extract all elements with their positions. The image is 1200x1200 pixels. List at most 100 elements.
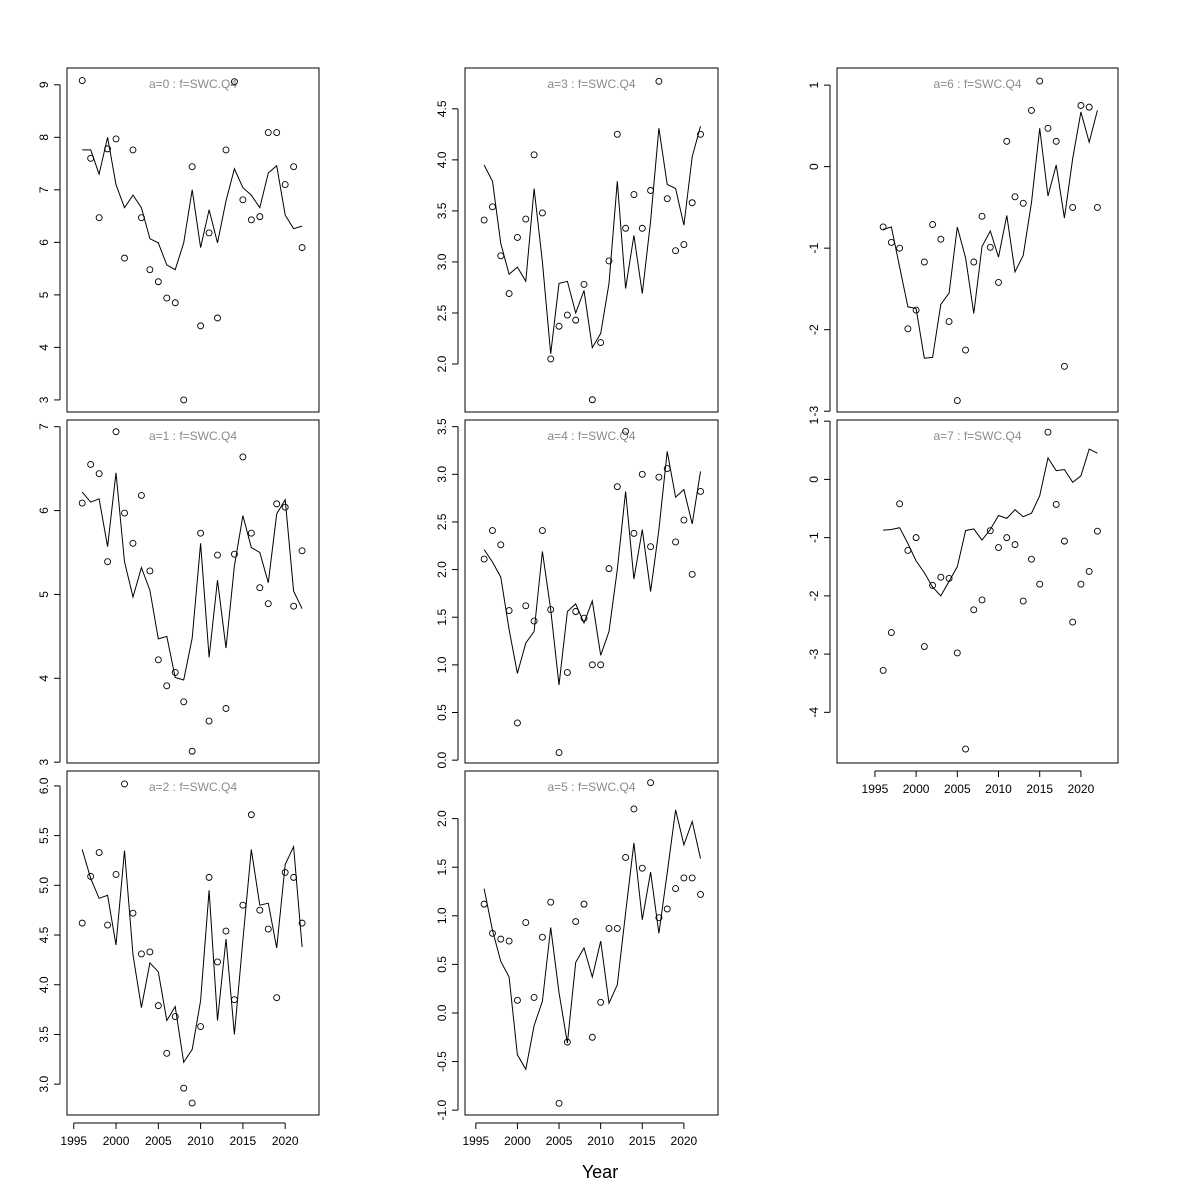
observed-point xyxy=(1085,567,1093,575)
observed-point xyxy=(970,606,978,614)
observed-point xyxy=(1060,362,1068,370)
observed-point xyxy=(146,266,154,274)
observed-point xyxy=(497,935,505,943)
observed-point xyxy=(137,950,145,958)
observed-point xyxy=(489,929,496,937)
observed-point xyxy=(904,546,912,554)
y-tick-label: 0.0 xyxy=(435,751,449,768)
fitted-line xyxy=(81,472,303,681)
observed-point xyxy=(489,203,496,211)
x-tick-label: 2020 xyxy=(671,1134,698,1148)
observed-point xyxy=(104,145,112,153)
observed-point xyxy=(995,544,1002,551)
observed-point xyxy=(230,78,238,86)
x-tick-label: 2005 xyxy=(944,782,971,796)
observed-point xyxy=(672,538,680,546)
plot-frame xyxy=(836,419,1119,764)
y-tick-label: 1 xyxy=(807,81,821,88)
observed-point xyxy=(163,294,171,302)
fitted-line xyxy=(483,809,701,1071)
observed-point xyxy=(920,643,928,650)
observed-point xyxy=(273,500,281,508)
x-tick-label: 2015 xyxy=(1026,782,1053,796)
plot-frame xyxy=(66,419,320,764)
plot-frame xyxy=(836,67,1119,413)
observed-point xyxy=(953,397,961,405)
y-tick-label: 1.0 xyxy=(435,656,449,673)
y-tick-label: 3.5 xyxy=(435,418,449,435)
observed-point xyxy=(222,927,230,935)
observed-point xyxy=(480,900,488,908)
panel: a=3 : f=SWC.Q4 2.0 2.5 3.0 3.5 4.0 4.5 xyxy=(435,67,719,413)
observed-point xyxy=(197,529,205,537)
observed-point xyxy=(647,187,655,194)
x-tick-label: 1995 xyxy=(462,1134,489,1148)
y-tick-label: -2 xyxy=(807,324,821,335)
observed-point xyxy=(1052,137,1060,145)
observed-point xyxy=(680,516,688,524)
observed-point xyxy=(298,547,306,555)
observed-point xyxy=(104,921,112,929)
observed-point xyxy=(188,747,196,755)
fitted-line xyxy=(883,448,1098,597)
observed-point xyxy=(180,698,188,706)
y-tick-label: 2.5 xyxy=(435,304,449,321)
observed-point xyxy=(273,994,281,1002)
observed-point xyxy=(137,214,145,222)
observed-point xyxy=(87,872,95,880)
observed-point xyxy=(638,864,646,872)
observed-point xyxy=(171,668,179,676)
panel: a=6 : f=SWC.Q4 -3 -2 -1 0 1 xyxy=(807,67,1119,417)
observed-point xyxy=(154,656,162,664)
observed-point xyxy=(247,811,255,819)
y-tick-label: 3.5 xyxy=(435,202,449,219)
observed-point xyxy=(1077,102,1085,109)
observed-point xyxy=(937,573,945,581)
panel-title: a=7 : f=SWC.Q4 xyxy=(933,429,1021,443)
observed-point xyxy=(563,311,571,319)
observed-point xyxy=(214,314,221,322)
y-tick-label: 3 xyxy=(37,396,51,403)
y-tick-label: 0.5 xyxy=(435,956,449,973)
plot-frame xyxy=(464,419,719,764)
y-tick-label: -1 xyxy=(807,532,821,543)
y-tick-label: 1.5 xyxy=(435,609,449,626)
observed-point xyxy=(697,130,704,138)
observed-point xyxy=(281,868,289,876)
observed-point xyxy=(1028,106,1035,114)
observed-point xyxy=(95,470,103,478)
observed-point xyxy=(613,924,621,932)
y-tick-label: 5.5 xyxy=(37,827,51,844)
observed-point xyxy=(655,473,663,481)
observed-point xyxy=(688,570,696,578)
panel-title: a=2 : f=SWC.Q4 xyxy=(149,780,237,794)
observed-point xyxy=(655,914,663,922)
y-tick-label: 5 xyxy=(37,291,51,298)
observed-point xyxy=(547,898,555,906)
observed-point xyxy=(522,602,530,610)
observed-point xyxy=(256,906,264,914)
y-tick-label: 9 xyxy=(37,81,51,88)
observed-point xyxy=(230,550,238,558)
y-tick-label: 4.5 xyxy=(435,100,449,117)
observed-point xyxy=(663,905,671,913)
observed-point xyxy=(622,224,630,232)
observed-point xyxy=(1093,527,1101,535)
observed-point xyxy=(522,919,530,927)
observed-point xyxy=(256,213,264,221)
observed-point xyxy=(572,316,580,324)
observed-point xyxy=(505,290,513,298)
observed-point xyxy=(538,209,546,217)
y-tick-label: 0.5 xyxy=(435,704,449,721)
plot-frame xyxy=(66,67,320,413)
fitted-line xyxy=(81,844,303,1064)
panel-title: a=4 : f=SWC.Q4 xyxy=(547,429,635,443)
observed-point xyxy=(563,1038,571,1046)
observed-point xyxy=(937,235,945,243)
observed-point xyxy=(112,428,120,436)
observed-point xyxy=(171,1013,179,1021)
observed-point xyxy=(1011,541,1019,549)
observed-point xyxy=(962,346,970,354)
observed-point xyxy=(1044,428,1052,436)
y-tick-label: 4.5 xyxy=(37,926,51,943)
